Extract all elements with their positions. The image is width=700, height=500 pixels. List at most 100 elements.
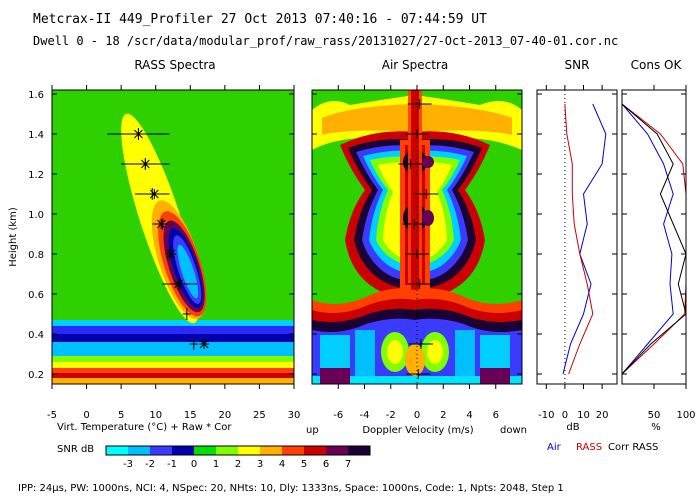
rass-spectra-panel xyxy=(51,89,295,385)
rass-x-label: Virt. Temperature (°C) + Raw * Cor xyxy=(57,422,232,433)
rass-cor-point xyxy=(149,189,160,199)
colorbar-tick-label: 6 xyxy=(323,459,329,470)
snr-panel xyxy=(536,89,618,385)
rass-cor-stroke xyxy=(134,129,143,139)
colorbar-swatch xyxy=(326,446,349,455)
rass-band xyxy=(52,362,294,368)
air-point-layer xyxy=(398,99,439,379)
consok-title: Cons OK xyxy=(631,58,683,72)
rass-frame xyxy=(51,89,295,385)
snr-x-label: dB xyxy=(566,422,579,433)
x-tick-label: 0 xyxy=(562,410,568,421)
y-axis-label: Height (km) xyxy=(8,207,19,267)
rass-band xyxy=(52,342,294,356)
x-tick-label: -4 xyxy=(360,410,370,421)
rass-cor-stroke xyxy=(149,189,159,199)
colorbar-swatch xyxy=(348,446,371,455)
rass-cor-point xyxy=(156,219,167,229)
x-tick-label: 25 xyxy=(253,410,266,421)
x-tick-label: 15 xyxy=(184,410,197,421)
x-tick-label: -5 xyxy=(47,410,57,421)
legend-air: Air xyxy=(547,442,562,453)
legend-rass: RASS xyxy=(576,442,602,453)
colorbar-swatch xyxy=(194,446,217,455)
colorbar-swatch xyxy=(216,446,239,455)
rass-band xyxy=(52,334,294,342)
rass-band xyxy=(52,326,294,334)
rass-point-layer xyxy=(107,128,210,350)
rass-cor-point xyxy=(165,249,176,259)
rass-cor-stroke xyxy=(140,159,150,169)
colorbar-tick-label: 1 xyxy=(213,459,219,470)
series-line-corr-rass xyxy=(621,103,687,375)
colorbar-swatch xyxy=(172,446,195,455)
colorbar-tick-label: 3 xyxy=(257,459,263,470)
consok-background xyxy=(622,90,686,384)
x-tick-label: 10 xyxy=(577,410,590,421)
y-tick-label: 0.4 xyxy=(28,330,44,341)
x-tick-label: -2 xyxy=(386,410,396,421)
colorbar-tick-label: 7 xyxy=(345,459,351,470)
x-tick-label: 0 xyxy=(83,410,89,421)
colorbar-swatch xyxy=(304,446,327,455)
rass-cor-point xyxy=(199,339,210,349)
rass-cor-stroke xyxy=(199,339,209,349)
y-tick-label: 1.0 xyxy=(28,210,44,221)
rass-band xyxy=(52,368,294,373)
header-line2: Dwell 0 - 18 /scr/data/modular_prof/raw_… xyxy=(33,34,618,48)
rass-title: RASS Spectra xyxy=(134,58,215,72)
rass-cor-point xyxy=(140,159,151,169)
rass-signal-blob xyxy=(121,113,207,324)
axes-layer: 0.20.40.60.81.01.21.41.6-5 0 5 10 15 20 25 30 -6… xyxy=(28,85,696,421)
series-line-rass xyxy=(564,103,594,375)
legend-corr-rass: Corr RASS xyxy=(608,442,658,453)
x-tick-label: 5 xyxy=(118,410,124,421)
series-line-air xyxy=(562,103,607,375)
air-x-label: Doppler Velocity (m/s) xyxy=(362,425,473,436)
rass-cor-point xyxy=(133,129,144,139)
x-tick-label: 4 xyxy=(466,410,472,421)
y-tick-label: 0.8 xyxy=(28,250,44,261)
x-tick-label: 6 xyxy=(493,410,499,421)
consok-x-label: % xyxy=(651,422,661,433)
x-tick-label: 20 xyxy=(218,410,231,421)
y-tick-label: 1.6 xyxy=(28,90,44,101)
colorbar-swatch xyxy=(260,446,283,455)
air-x-right-label: down xyxy=(500,425,527,436)
y-tick-label: 1.2 xyxy=(28,170,44,181)
x-tick-label: 100 xyxy=(676,410,695,421)
rass-band xyxy=(52,356,294,362)
rass-band xyxy=(52,378,294,384)
colorbar-swatch xyxy=(150,446,173,455)
snr-line-layer xyxy=(562,103,607,375)
air-spectra-panel xyxy=(311,89,523,385)
colorbar-tick-label: 4 xyxy=(279,459,285,470)
y-tick-label: 1.4 xyxy=(28,130,44,141)
colorbar-tick-label: -3 xyxy=(123,459,133,470)
colorbar-swatch xyxy=(282,446,305,455)
colorbar-tick-label: 5 xyxy=(301,459,307,470)
rass-cor-stroke xyxy=(166,249,176,259)
footer-params: IPP: 24μs, PW: 1000ns, NCI: 4, NSpec: 20… xyxy=(18,483,564,494)
x-tick-label: 0 xyxy=(414,410,420,421)
air-x-left-label: up xyxy=(306,425,319,436)
x-tick-label: 10 xyxy=(149,410,162,421)
colorbar-label: SNR dB xyxy=(57,444,94,455)
x-tick-label: 20 xyxy=(596,410,609,421)
colorbar-tick-label: -2 xyxy=(145,459,155,470)
colorbar-tick-label: 2 xyxy=(235,459,241,470)
air-lower-structure xyxy=(312,288,522,384)
snr-title: SNR xyxy=(565,58,590,72)
rass-cor-stroke xyxy=(174,279,183,289)
consok-panel xyxy=(621,89,687,385)
rass-cor-stroke xyxy=(156,219,166,229)
x-tick-label: -10 xyxy=(538,410,554,421)
series-line-air xyxy=(621,103,674,375)
x-tick-label: 50 xyxy=(648,410,661,421)
air-title: Air Spectra xyxy=(382,58,449,72)
y-tick-label: 0.6 xyxy=(28,290,44,301)
colorbar: -3 -2 -1 0 1 2 3 4 5 6 7 xyxy=(105,445,371,470)
snr-frame xyxy=(536,89,618,385)
x-tick-label: 2 xyxy=(440,410,446,421)
